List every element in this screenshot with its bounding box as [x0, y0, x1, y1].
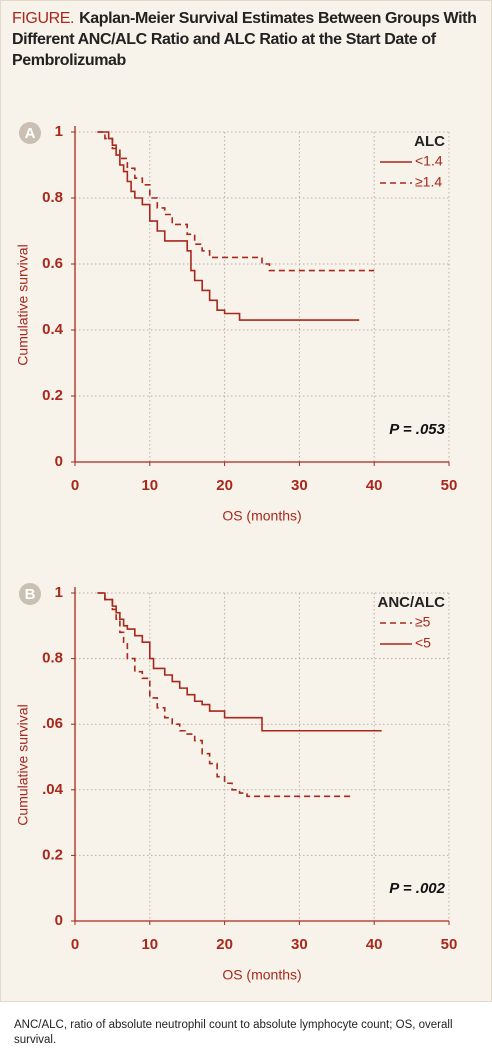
x-tick-label: 30: [291, 936, 308, 953]
x-tick-label: 40: [366, 936, 383, 953]
survival-curve: [97, 131, 360, 321]
y-tick-label: 0.2: [42, 387, 63, 404]
legend-title: ANC/ALC: [378, 594, 446, 611]
x-tick-label: 20: [216, 936, 233, 953]
x-tick-label: 0: [71, 936, 79, 953]
y-tick-label: 1: [55, 123, 63, 140]
legend-title: ALC: [414, 133, 445, 150]
x-tick-label: 10: [141, 936, 158, 953]
x-axis-label: OS (months): [222, 967, 301, 983]
y-tick-label: 0.8: [42, 650, 63, 667]
x-tick-label: 30: [291, 477, 308, 494]
footnote: ANC/ALC, ratio of absolute neutrophil co…: [14, 1019, 453, 1046]
y-tick-label: 0: [55, 453, 63, 470]
survival-curve: [97, 592, 382, 732]
x-tick-label: 50: [441, 936, 458, 953]
y-tick-label: 0: [55, 912, 63, 929]
x-tick-label: 50: [441, 477, 458, 494]
legend-label: ≥5: [415, 614, 431, 630]
x-tick-label: 10: [141, 477, 158, 494]
panel-badge: [19, 583, 41, 605]
y-tick-label: 0.4: [42, 321, 64, 338]
figure-panel: [0, 0, 492, 1002]
panel-letter: A: [25, 125, 36, 142]
p-value: P = .002: [389, 880, 445, 897]
panel-letter: B: [25, 586, 36, 603]
y-axis-label: Cumulative survival: [15, 704, 31, 825]
legend-label: <1.4: [415, 153, 443, 169]
p-value: P = .053: [389, 421, 445, 438]
y-tick-label: 0.2: [42, 846, 63, 863]
x-tick-label: 0: [71, 477, 79, 494]
survival-curve: [97, 131, 375, 272]
figure-title: Kaplan-Meier Survival Estimates Between …: [12, 10, 477, 69]
legend-label: <5: [415, 635, 431, 651]
x-tick-label: 20: [216, 477, 233, 494]
figure-label: FIGURE.: [12, 10, 75, 27]
x-tick-label: 40: [366, 477, 383, 494]
y-tick-label: 0.8: [42, 189, 63, 206]
title-block: FIGURE. Kaplan-Meier Survival Estimates B…: [12, 8, 482, 71]
y-tick-label: .04: [42, 781, 64, 798]
y-axis-label: Cumulative survival: [15, 244, 31, 365]
y-tick-label: 0.6: [42, 255, 63, 272]
survival-curve: [97, 592, 352, 798]
y-tick-label: 1: [55, 584, 63, 601]
y-tick-label: .06: [42, 715, 63, 732]
panel-badge: [19, 122, 41, 144]
x-axis-label: OS (months): [222, 508, 301, 524]
legend-label: ≥1.4: [415, 174, 442, 190]
